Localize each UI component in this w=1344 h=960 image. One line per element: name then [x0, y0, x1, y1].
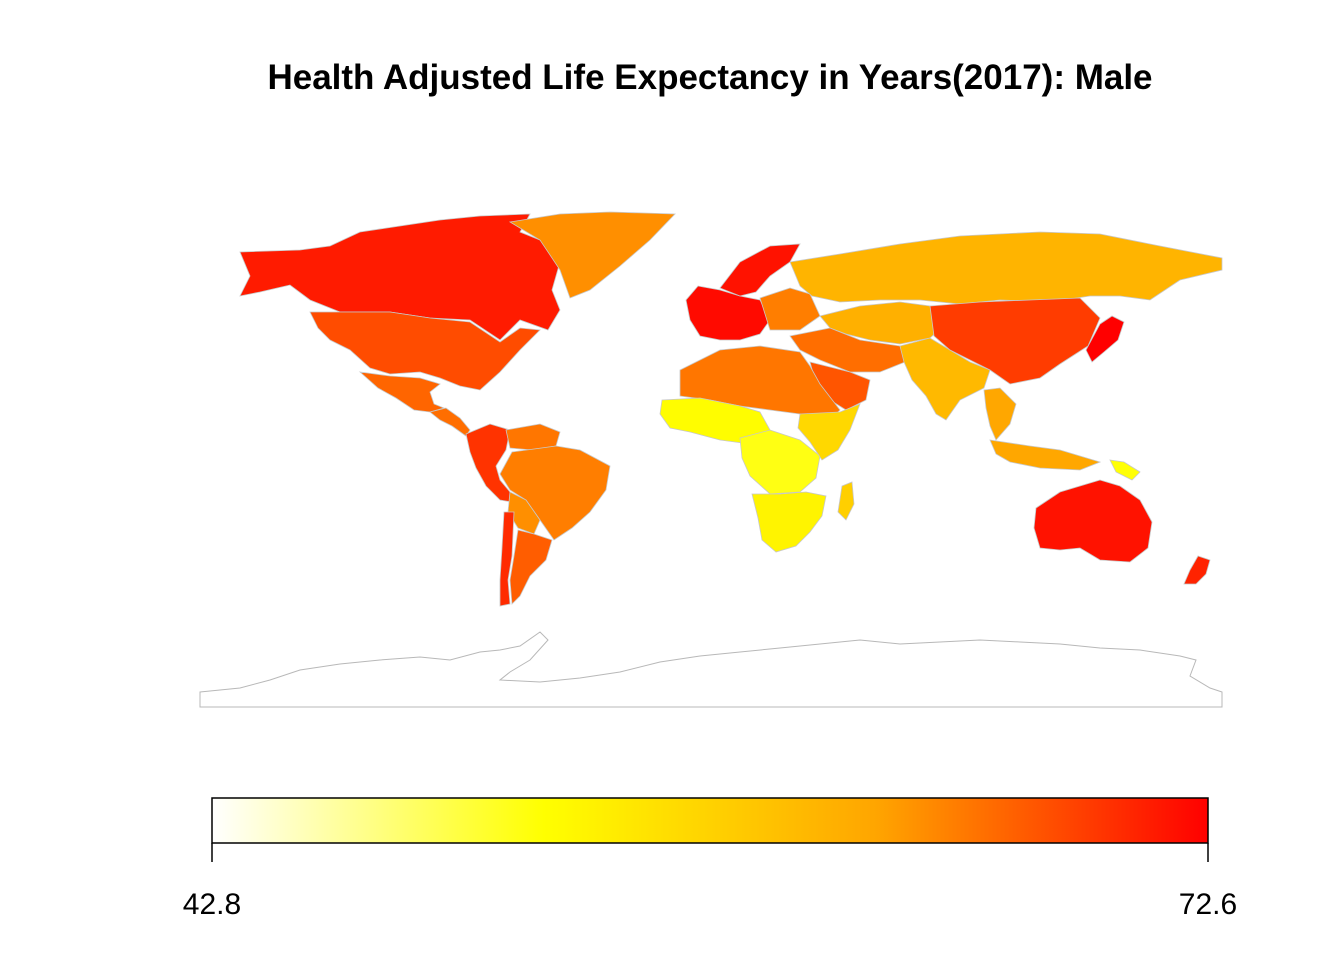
region-greenland: [508, 211, 676, 299]
region-southeast-asia: [983, 387, 1102, 471]
region-new-zealand: [1183, 555, 1211, 585]
legend-min-label: 42.8: [183, 888, 241, 921]
region-russia: [789, 231, 1223, 305]
legend-colorbar: [211, 797, 1209, 844]
legend-max-label: 72.6: [1179, 888, 1237, 921]
region-central-africa: [739, 429, 821, 495]
region-australia: [1033, 479, 1153, 563]
region-mexico: [358, 371, 446, 413]
region-brazil: [499, 445, 611, 541]
region-southern-africa: [751, 491, 827, 553]
map-title: Health Adjusted Life Expectancy in Years…: [267, 58, 1153, 97]
region-chile: [499, 511, 515, 607]
region-madagascar: [837, 481, 855, 521]
region-united-states: [309, 311, 541, 391]
region-middle-east: [789, 327, 911, 373]
region-papua-new-guinea: [1109, 459, 1141, 481]
region-east-africa: [797, 403, 861, 461]
region-japan: [1085, 315, 1125, 363]
region-argentina: [509, 529, 553, 605]
antarctica-outline: [199, 631, 1223, 708]
region-canada: [239, 213, 561, 341]
region-china: [929, 297, 1101, 385]
